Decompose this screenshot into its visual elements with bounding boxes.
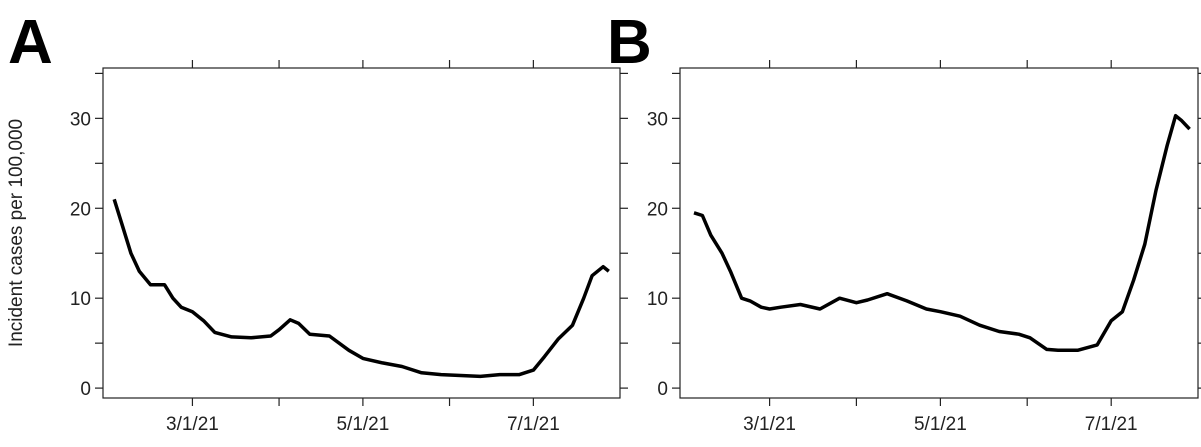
y-axis-title: Incident cases per 100,000 (6, 119, 27, 347)
x-tick-label: 5/1/21 (914, 414, 967, 435)
y-tick-label: 10 (70, 289, 91, 310)
x-tick-label: 3/1/21 (166, 414, 219, 435)
data-line (112, 198, 610, 379)
y-tick-label: 0 (80, 379, 91, 400)
y-tick-label: 20 (70, 199, 91, 220)
y-tick-label: 20 (647, 199, 668, 220)
x-tick-label: 5/1/21 (336, 414, 389, 435)
x-tick-label: 3/1/21 (743, 414, 796, 435)
plot-frame (679, 67, 1199, 399)
panel-label: B (607, 8, 652, 77)
y-tick-label: 10 (647, 289, 668, 310)
data-line (693, 113, 1191, 353)
x-tick-label: 7/1/21 (507, 414, 560, 435)
plot-frame (102, 67, 621, 399)
panel-label: A (8, 8, 53, 77)
x-tick-label: 7/1/21 (1085, 414, 1138, 435)
y-tick-label: 30 (647, 109, 668, 130)
y-tick-label: 30 (70, 109, 91, 130)
y-tick-label: 0 (657, 379, 668, 400)
